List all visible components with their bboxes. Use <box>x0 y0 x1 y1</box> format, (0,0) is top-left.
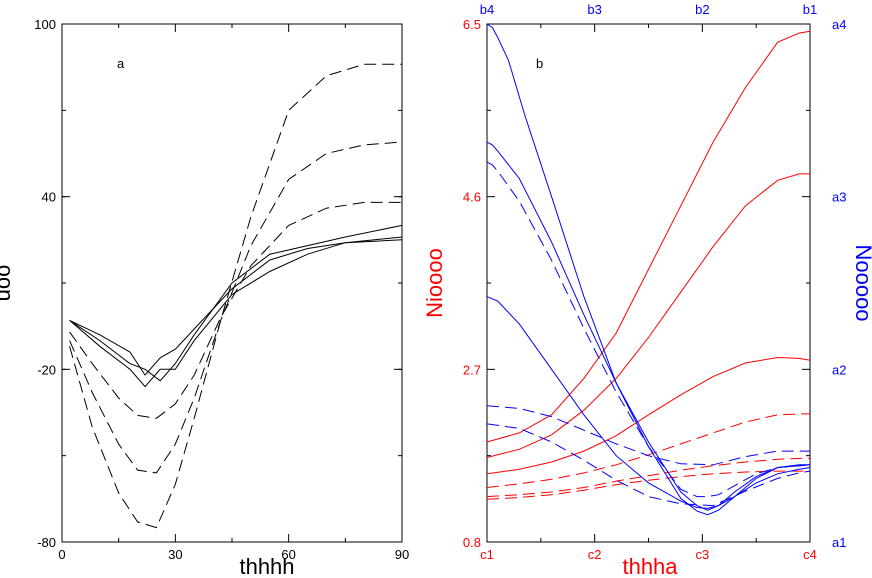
panel-b-series-line-12 <box>486 423 811 507</box>
panel-b-xlabel: thhha <box>622 554 678 578</box>
panel-b-xtick-label-top: b2 <box>695 2 709 17</box>
panel-b-ytick-label-right: a3 <box>832 190 846 205</box>
panel-a-ytick-label: -20 <box>37 362 56 377</box>
panel-a-series-line-3 <box>69 239 403 388</box>
panel-b-ticks: c1 c2 c3 c4 b4 b3 b2 b1 0.8 2.7 4.6 6.5 a1 a2 a3 a4 <box>463 2 847 562</box>
panel-a-ytick-label: 100 <box>34 17 56 32</box>
panel-b-xtick-label-bottom: c4 <box>803 547 817 562</box>
panel-b-ytick-label-right: a2 <box>832 362 846 377</box>
panel-a-ticks: 0 30 60 90 -80 -20 40 100 <box>34 17 409 562</box>
panel-b-series-line-4 <box>486 413 810 488</box>
panel-b: c1 c2 c3 c4 b4 b3 b2 b1 0.8 2.7 4.6 6.5 a1 a2 a3 a4 b t… <box>422 2 872 578</box>
panel-b-xtick-label-bottom: c3 <box>695 547 709 562</box>
panel-b-label: b <box>536 56 543 71</box>
panel-b-series-line-9 <box>486 296 811 509</box>
panel-b-xtick-label-top: b3 <box>587 2 601 17</box>
panel-a-xlabel: thhhh <box>239 554 294 578</box>
panel-a-ytick-label: 40 <box>42 190 56 205</box>
panel-b-series-line-7 <box>486 23 810 516</box>
panel-b-ytick-label-right: a4 <box>832 17 846 32</box>
panel-b-series-line-5 <box>486 457 810 498</box>
panel-b-series-line-1 <box>486 30 811 443</box>
panel-b-xtick-label-bottom: c1 <box>480 547 494 562</box>
panel-b-ylabel-left: Nioooo <box>422 248 447 318</box>
panel-a-ylabel: uoo <box>0 265 15 302</box>
panel-b-xtick-label-top: b4 <box>480 2 494 17</box>
panel-b-xtick-label-top: b1 <box>803 2 817 17</box>
panel-a-series-line-4 <box>69 201 402 419</box>
panel-b-series-line-10 <box>486 161 811 498</box>
panel-b-series-line-6 <box>486 470 810 500</box>
panel-a-lines <box>69 63 403 529</box>
panel-b-ytick-label-left: 2.7 <box>463 362 481 377</box>
panel-b-ytick-label-left: 4.6 <box>463 190 481 205</box>
panel-b-frame <box>486 23 811 543</box>
panel-b-series-line-2 <box>486 173 810 458</box>
panel-a-xtick-label: 0 <box>58 547 65 562</box>
panel-a-series-line-5 <box>69 141 403 474</box>
panel-a: 0 30 60 90 -80 -20 40 100 a thhhh uoo <box>0 17 409 578</box>
panel-b-ytick-label-left: 0.8 <box>463 535 481 550</box>
panel-a-series-line-1 <box>69 236 403 376</box>
panel-b-lines <box>486 23 811 516</box>
panel-a-series-line-6 <box>69 63 402 529</box>
panel-b-ytick-label-left: 6.5 <box>463 17 481 32</box>
panel-b-series-line-8 <box>486 141 811 511</box>
panel-b-xtick-label-bottom: c2 <box>588 547 602 562</box>
panel-a-xtick-label: 30 <box>168 547 182 562</box>
panel-a-series-line-2 <box>69 224 403 382</box>
panel-a-xtick-label: 60 <box>281 547 295 562</box>
panel-a-ytick-label: -80 <box>37 535 56 550</box>
panel-b-ytick-label-right: a1 <box>832 535 846 550</box>
panel-b-series-line-11 <box>486 405 810 466</box>
panel-b-ylabel-right: Nooooo <box>851 244 872 321</box>
panel-a-xtick-label: 90 <box>395 547 409 562</box>
panel-a-label: a <box>117 56 125 71</box>
panel-b-series-line-3 <box>486 356 811 475</box>
